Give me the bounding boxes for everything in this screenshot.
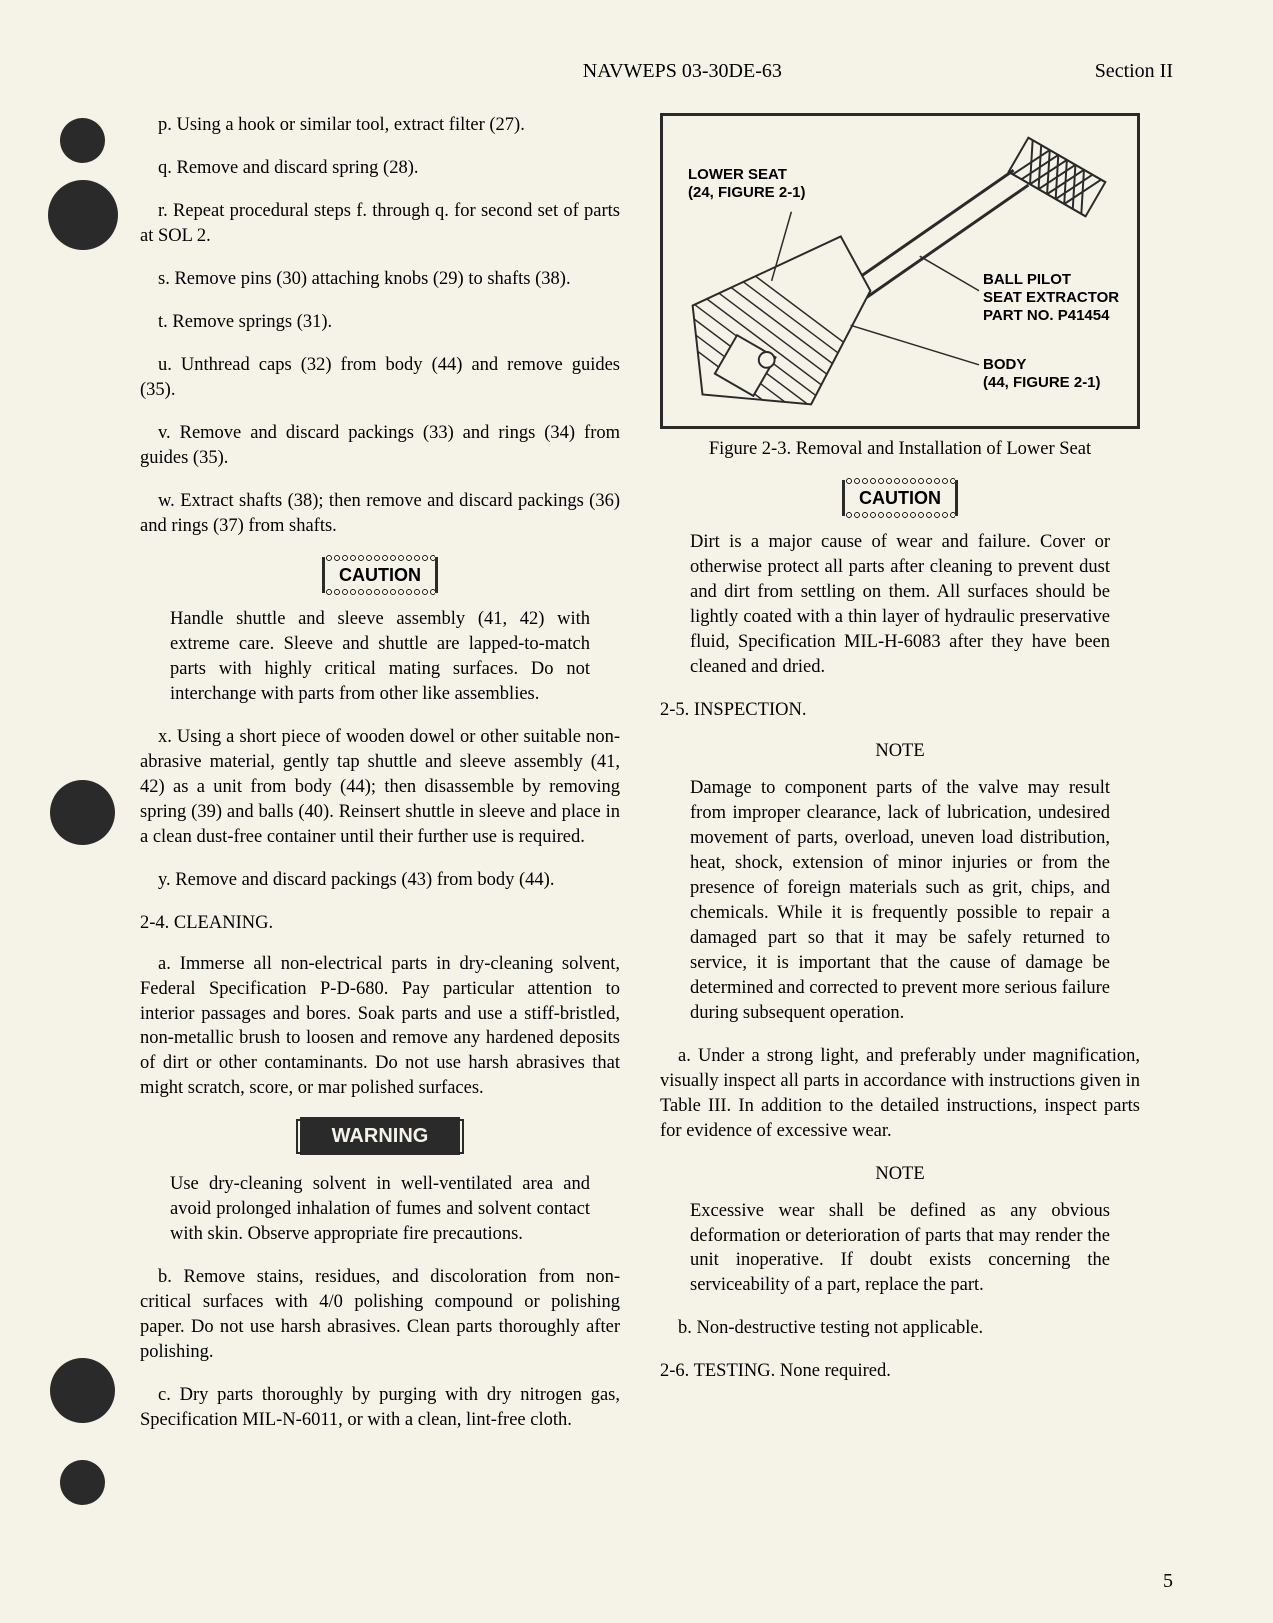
content-columns: p. Using a hook or similar tool, extract… <box>140 113 1183 1451</box>
warning-label: WARNING <box>300 1117 461 1155</box>
figure-caption: Figure 2-3. Removal and Installation of … <box>660 437 1140 462</box>
fig-label-ball-pilot: BALL PILOT SEAT EXTRACTOR PART NO. P4145… <box>983 271 1119 325</box>
warning-text: Use dry-cleaning solvent in well-ventila… <box>170 1172 590 1247</box>
step-s: s. Remove pins (30) attaching knobs (29)… <box>140 267 620 292</box>
page-number: 5 <box>1163 1570 1173 1593</box>
binder-hole <box>50 1358 115 1423</box>
step-u: u. Unthread caps (32) from body (44) and… <box>140 353 620 403</box>
section-2-6: 2-6. TESTING. None required. <box>660 1359 1140 1384</box>
sec24-a: a. Immerse all non-electrical parts in d… <box>140 952 620 1102</box>
warning-box: WARNING <box>140 1119 620 1154</box>
caution-text-2: Dirt is a major cause of wear and failur… <box>690 530 1110 680</box>
step-x: x. Using a short piece of wooden dowel o… <box>140 725 620 850</box>
section-label: Section II <box>1095 60 1173 83</box>
step-q: q. Remove and discard spring (28). <box>140 156 620 181</box>
binder-hole <box>50 780 115 845</box>
section-2-5-head: 2-5. INSPECTION. <box>660 698 1140 723</box>
note-text-2: Excessive wear shall be defined as any o… <box>690 1199 1110 1299</box>
step-y: y. Remove and discard packings (43) from… <box>140 868 620 893</box>
sec25-a: a. Under a strong light, and preferably … <box>660 1044 1140 1144</box>
step-w: w. Extract shafts (38); then remove and … <box>140 489 620 539</box>
binder-hole <box>60 1460 105 1505</box>
right-column: LOWER SEAT (24, FIGURE 2-1) BALL PILOT S… <box>660 113 1140 1451</box>
page: NAVWEPS 03-30DE-63 Section II p. Using a… <box>0 0 1273 1623</box>
step-v: v. Remove and discard packings (33) and … <box>140 421 620 471</box>
caution-label: CAUTION <box>322 557 438 593</box>
left-column: p. Using a hook or similar tool, extract… <box>140 113 620 1451</box>
fig-label-lower-seat: LOWER SEAT (24, FIGURE 2-1) <box>688 166 806 202</box>
binder-hole <box>48 180 118 250</box>
sec24-c: c. Dry parts thoroughly by purging with … <box>140 1383 620 1433</box>
caution-box-1: CAUTION <box>140 557 620 593</box>
caution-text-1: Handle shuttle and sleeve assembly (41, … <box>170 607 590 707</box>
step-p: p. Using a hook or similar tool, extract… <box>140 113 620 138</box>
fig-label-body: BODY (44, FIGURE 2-1) <box>983 356 1101 392</box>
note-text-1: Damage to component parts of the valve m… <box>690 776 1110 1026</box>
sec25-b: b. Non-destructive testing not applicabl… <box>660 1316 1140 1341</box>
caution-box-2: CAUTION <box>660 480 1140 516</box>
step-r: r. Repeat procedural steps f. through q.… <box>140 199 620 249</box>
binder-hole <box>60 118 105 163</box>
caution-label: CAUTION <box>842 480 958 516</box>
sec24-b: b. Remove stains, residues, and discolor… <box>140 1265 620 1365</box>
figure-2-3: LOWER SEAT (24, FIGURE 2-1) BALL PILOT S… <box>660 113 1140 429</box>
step-t: t. Remove springs (31). <box>140 310 620 335</box>
page-header: NAVWEPS 03-30DE-63 Section II <box>140 60 1183 83</box>
note-label-2: NOTE <box>660 1162 1140 1187</box>
section-2-4-head: 2-4. CLEANING. <box>140 911 620 936</box>
doc-id: NAVWEPS 03-30DE-63 <box>150 60 1095 83</box>
note-label-1: NOTE <box>660 739 1140 764</box>
